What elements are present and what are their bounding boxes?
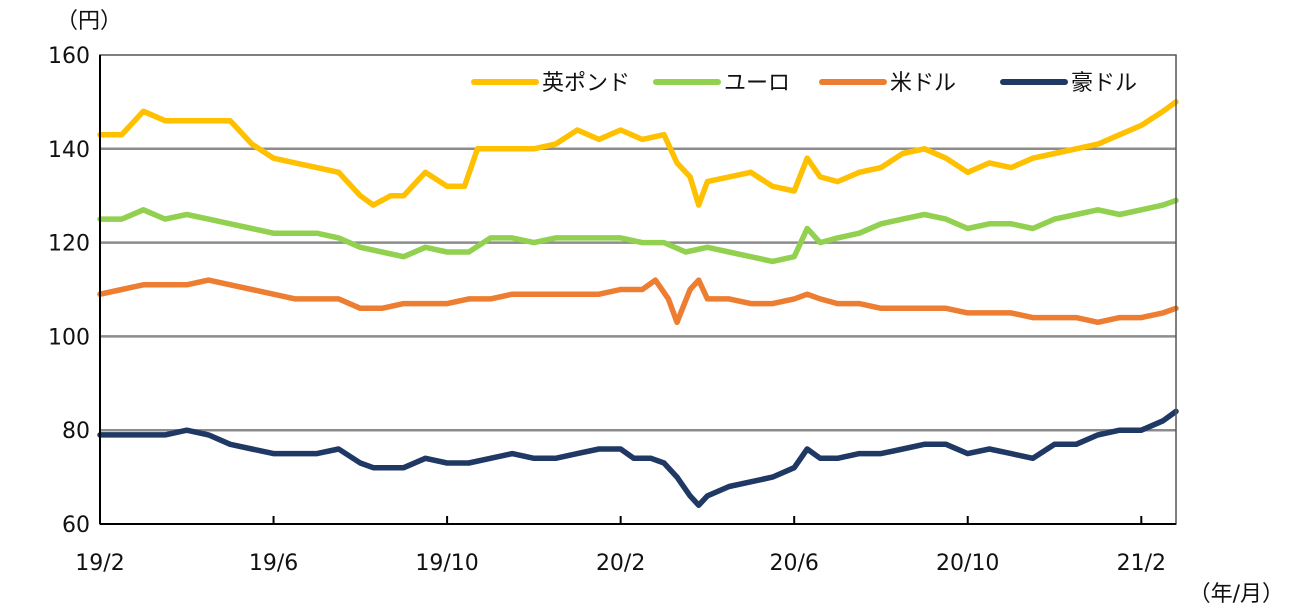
x-tick-label: 21/2	[1117, 551, 1166, 576]
x-tick-label: 19/2	[75, 551, 124, 576]
series-line-4	[97, 408, 1179, 508]
legend: 英ポンド ユーロ 米ドル 豪ドル	[471, 71, 1137, 96]
x-tick-label: 20/2	[596, 551, 645, 576]
series-line-2	[97, 197, 1179, 265]
x-axis-unit-label: （年/月）	[1189, 582, 1284, 607]
series-line-1	[97, 99, 1179, 208]
y-tick-label: 160	[48, 44, 90, 69]
legend-label-4: 豪ドル	[1071, 71, 1137, 96]
legend-label-3: 米ドル	[890, 71, 956, 96]
x-tick-label: 20/6	[769, 551, 818, 576]
y-tick-label: 100	[48, 325, 90, 350]
tick-labels: 60 80 100 120 140 160 19/2 19/6 19/10 20/2 20/6 20/…	[48, 44, 1166, 576]
y-tick-label: 80	[62, 419, 90, 444]
legend-label-2: ユーロ	[724, 71, 790, 96]
y-axis-unit-label: （円）	[56, 9, 122, 34]
x-tick-label: 19/6	[249, 551, 298, 576]
y-tick-label: 120	[48, 232, 90, 257]
x-tick-label: 19/10	[415, 551, 478, 576]
series-lines	[97, 99, 1179, 508]
legend-label-1: 英ポンド	[542, 71, 630, 96]
x-tick-label: 20/10	[936, 551, 999, 576]
axes	[99, 54, 1177, 525]
series-line-3	[97, 277, 1179, 326]
y-tick-label: 140	[48, 138, 90, 163]
y-tick-label: 60	[62, 513, 90, 538]
